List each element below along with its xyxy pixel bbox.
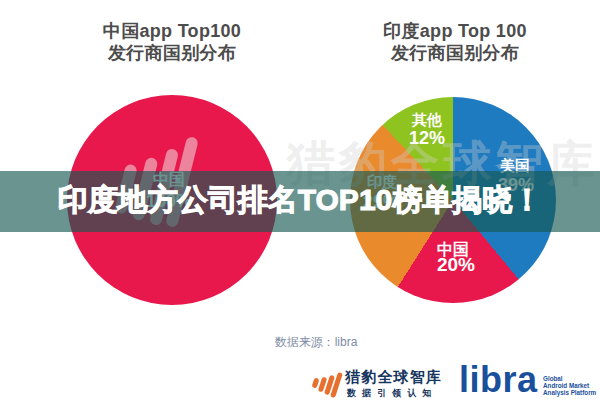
left-chart-title: 中国app Top100 发行商国别分布 xyxy=(52,20,292,64)
right-chart-title: 印度app Top 100 发行商国别分布 xyxy=(335,20,575,64)
left-chart-title-line2: 发行商国别分布 xyxy=(52,42,292,64)
right-pie-label-china-pct: 20% xyxy=(437,254,475,276)
right-pie-label-other-pct: 12% xyxy=(409,128,445,149)
cheetah-logo-name: 猎豹全球智库 xyxy=(345,368,442,387)
libra-logo-description: Global Android Market Analysis Platform xyxy=(543,375,596,396)
libra-logo-name: libra xyxy=(459,359,538,400)
data-source-note: 数据来源：libra xyxy=(200,334,432,351)
page: 中国app Top100 发行商国别分布 印度app Top 100 发行商国别… xyxy=(0,0,600,400)
cheetah-logo-tagline: 数 据 引 领 认 知 xyxy=(347,387,433,400)
libra-desc-line3: Analysis Platform xyxy=(543,389,596,396)
libra-desc-line2: Android Market xyxy=(543,382,596,389)
left-chart-title-line1: 中国app Top100 xyxy=(52,20,292,42)
headline-text: 印度地方公司排名TOP10榜单揭晓！ xyxy=(0,169,600,231)
libra-desc-line1: Global xyxy=(543,375,596,382)
right-chart-title-line1: 印度app Top 100 xyxy=(335,20,575,42)
cheetah-logo-icon xyxy=(312,368,342,398)
right-chart-title-line2: 发行商国别分布 xyxy=(335,42,575,64)
